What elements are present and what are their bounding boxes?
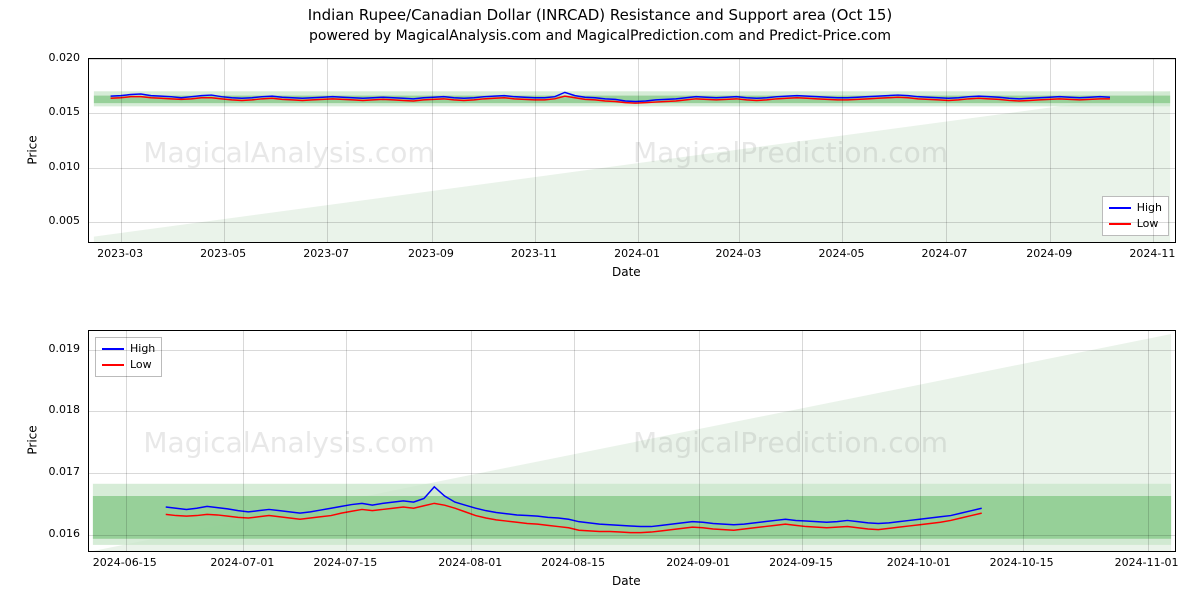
x-tick: 2024-08-01 [438,556,502,569]
legend-top: HighLow [1102,196,1169,236]
watermark-left: MagicalAnalysis.com [143,136,434,169]
legend-swatch [102,364,124,366]
watermark-left: MagicalAnalysis.com [143,426,434,459]
chart-panel-top: MagicalAnalysis.com MagicalPrediction.co… [88,58,1176,243]
legend-swatch [1109,223,1131,225]
x-tick: 2024-11 [1129,247,1175,260]
watermark-right: MagicalPrediction.com [633,136,948,169]
legend-swatch [1109,207,1131,209]
legend-label: High [1137,200,1162,216]
legend-bottom: HighLow [95,337,162,377]
y-axis-label-bottom: Price [26,425,40,454]
x-tick: 2023-09 [408,247,454,260]
x-tick: 2024-03 [715,247,761,260]
x-tick: 2024-07-01 [210,556,274,569]
x-tick: 2024-07 [922,247,968,260]
x-tick: 2024-09 [1026,247,1072,260]
chart-title: Indian Rupee/Canadian Dollar (INRCAD) Re… [0,6,1200,24]
legend-label: Low [1137,216,1159,232]
legend-label: Low [130,357,152,373]
x-tick: 2024-10-01 [887,556,951,569]
y-tick: 0.020 [40,51,80,64]
y-tick: 0.019 [40,342,80,355]
y-axis-label-top: Price [26,135,40,164]
x-axis-label-bottom: Date [612,574,641,588]
x-tick: 2024-07-15 [313,556,377,569]
x-tick: 2024-06-15 [93,556,157,569]
x-tick: 2024-05 [819,247,865,260]
x-tick: 2024-01 [614,247,660,260]
chart-subtitle: powered by MagicalAnalysis.com and Magic… [0,28,1200,44]
chart-svg-bottom [89,331,1175,551]
x-tick: 2023-03 [97,247,143,260]
y-tick: 0.005 [40,214,80,227]
x-tick: 2024-09-15 [769,556,833,569]
x-tick: 2024-11-01 [1115,556,1179,569]
x-tick: 2024-09-01 [666,556,730,569]
y-tick: 0.010 [40,160,80,173]
x-tick: 2023-11 [511,247,557,260]
x-tick: 2024-08-15 [541,556,605,569]
chart-panel-bottom: MagicalAnalysis.com MagicalPrediction.co… [88,330,1176,552]
x-tick: 2023-07 [303,247,349,260]
x-tick: 2023-05 [200,247,246,260]
legend-item: Low [102,357,155,373]
y-tick: 0.016 [40,527,80,540]
chart-svg-top [89,59,1175,242]
y-tick: 0.018 [40,403,80,416]
x-axis-label-top: Date [612,265,641,279]
x-tick: 2024-10-15 [990,556,1054,569]
y-tick: 0.017 [40,465,80,478]
y-tick: 0.015 [40,105,80,118]
watermark-right: MagicalPrediction.com [633,426,948,459]
